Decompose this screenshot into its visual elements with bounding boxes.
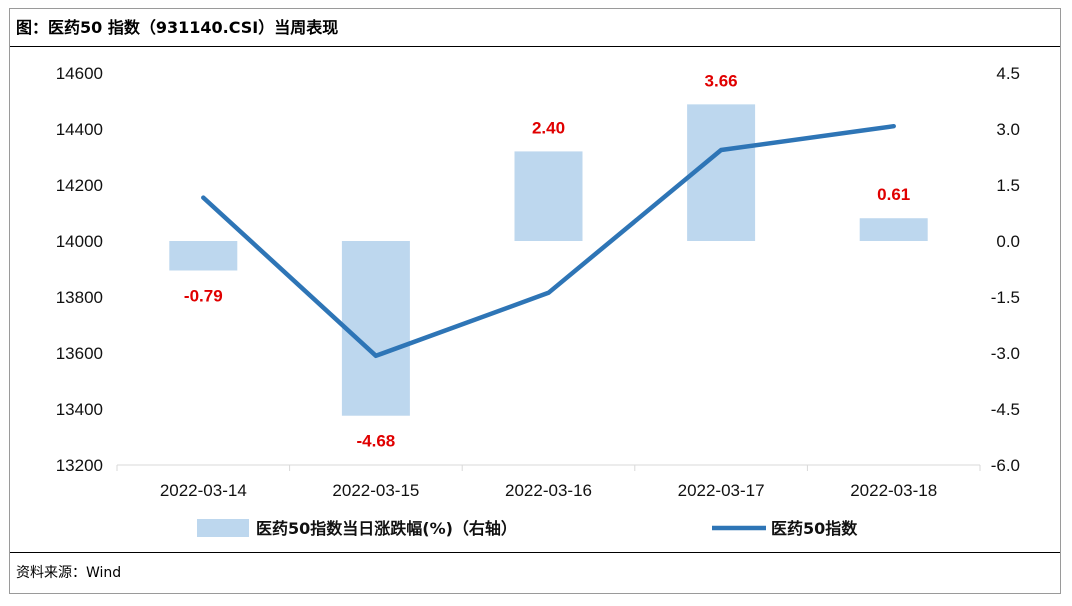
x-tick-label: 2022-03-17 [678,481,765,500]
right-tick-label: -4.5 [991,400,1020,419]
data-label: 2.40 [532,118,565,137]
bar-2022-03-18 [859,218,928,241]
chart-frame [9,8,1061,594]
right-tick-label: -6.0 [991,456,1020,475]
title-rule [10,46,1060,47]
bar-2022-03-17 [687,104,756,241]
source-note: 资料来源：Wind [16,565,122,581]
line-series-index [201,123,896,359]
x-tick-label: 2022-03-16 [505,481,592,500]
data-label: 0.61 [877,185,910,204]
left-tick-label: 14200 [56,176,103,195]
bar-2022-03-15 [341,241,410,416]
bar-2022-03-14 [169,241,238,271]
left-tick-label: 14400 [56,120,103,139]
left-tick-label: 13600 [56,344,103,363]
left-tick-label: 13400 [56,400,103,419]
x-tick-label: 2022-03-18 [850,481,937,500]
x-tick-label: 2022-03-14 [160,481,247,500]
x-tick-label: 2022-03-15 [332,481,419,500]
legend-label-line: 医药50指数 [771,519,858,538]
left-tick-label: 13200 [56,456,103,475]
data-label: -0.79 [184,286,223,305]
data-label: 3.66 [705,71,738,90]
left-tick-label: 14000 [56,232,103,251]
right-tick-label: 1.5 [996,176,1020,195]
legend-label-bar: 医药50指数当日涨跌幅(%)（右轴） [256,519,517,538]
data-label: -4.68 [357,432,396,451]
source-rule [10,552,1060,553]
left-tick-label: 13800 [56,288,103,307]
right-tick-label: 3.0 [996,120,1020,139]
right-tick-label: -1.5 [991,288,1020,307]
right-tick-label: 4.5 [996,64,1020,83]
chart-title: 图：医药50 指数（931140.CSI）当周表现 [16,18,339,37]
bar-2022-03-16 [514,151,583,241]
left-tick-label: 14600 [56,64,103,83]
legend-swatch-bar [197,519,249,537]
right-tick-label: -3.0 [991,344,1020,363]
right-tick-label: 0.0 [996,232,1020,251]
